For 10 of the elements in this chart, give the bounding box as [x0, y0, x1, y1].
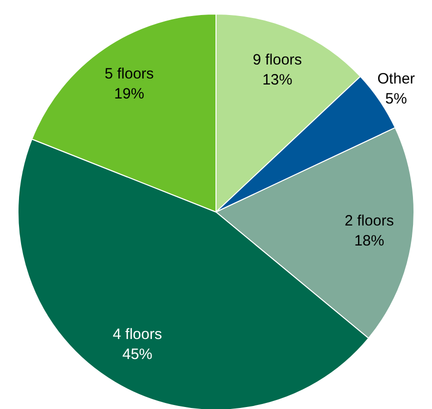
- data-label: 19%: [114, 85, 144, 102]
- data-label: 13%: [262, 71, 292, 88]
- slice-label: 2 floors: [344, 212, 394, 230]
- data-label: 45%: [122, 346, 152, 364]
- slice-label: 5 floors: [104, 65, 154, 82]
- slice-label: 9 floors: [252, 51, 302, 68]
- slice-label: Other: [377, 70, 415, 88]
- data-label: 18%: [354, 232, 384, 250]
- data-label: 5%: [385, 90, 407, 108]
- slice-label: 4 floors: [112, 326, 162, 344]
